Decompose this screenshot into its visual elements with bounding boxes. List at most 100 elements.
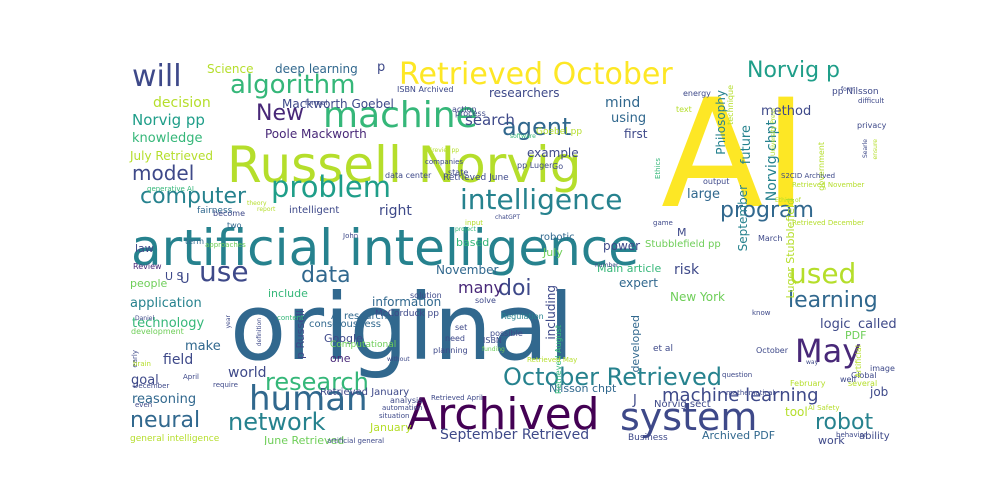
cloud-word: May	[795, 332, 862, 370]
cloud-word: June Retrieved	[264, 434, 345, 445]
cloud-word: artificial general	[327, 437, 385, 445]
word-cloud: original AI artificial intelligence Russ…	[125, 60, 900, 445]
cloud-word: know	[752, 309, 771, 317]
cloud-word: fairness	[197, 206, 233, 216]
cloud-word: technology	[132, 316, 205, 331]
cloud-word: Crevier pp	[428, 147, 460, 154]
cloud-word: research	[265, 368, 369, 396]
cloud-word: Retrieved June	[443, 173, 509, 183]
cloud-word: output	[703, 177, 730, 186]
cloud-word: AI Safety	[808, 404, 840, 412]
cloud-word: U S	[165, 270, 184, 283]
cloud-word: Science	[207, 62, 254, 76]
cloud-word: ability	[859, 431, 890, 442]
cloud-word: consciousness	[309, 319, 382, 330]
cloud-word: analysis	[390, 396, 423, 405]
cloud-word: form	[841, 86, 855, 93]
cloud-word: several	[848, 379, 878, 388]
cloud-word: data center	[385, 171, 432, 180]
cloud-word: AI research	[331, 311, 388, 322]
cloud-word: Review	[133, 262, 162, 271]
cloud-word: power	[603, 239, 641, 253]
cloud-word: brain	[133, 360, 151, 368]
cloud-word: October Retrieved	[503, 363, 722, 391]
cloud-word: machine learning	[662, 385, 819, 406]
cloud-word: algorithm	[230, 70, 356, 100]
cloud-word: work	[818, 434, 845, 445]
cloud-word: method	[761, 104, 812, 119]
cloud-word: data	[301, 263, 351, 288]
cloud-word: definition	[256, 318, 263, 347]
cloud-word: human	[249, 379, 368, 419]
cloud-word: even	[135, 401, 153, 409]
cloud-word: J	[633, 393, 637, 408]
cloud-word: model	[132, 161, 195, 185]
cloud-word: Retrieved May	[527, 356, 578, 364]
cloud-word: original	[230, 274, 574, 381]
cloud-word: difficult	[858, 97, 885, 105]
cloud-word: technique	[726, 85, 735, 125]
cloud-word: November	[436, 263, 499, 277]
cloud-word: doi	[498, 276, 532, 301]
cloud-word: program	[720, 198, 814, 223]
cloud-word: law	[135, 242, 154, 255]
cloud-word: January	[370, 421, 412, 434]
cloud-word: AI	[661, 68, 808, 242]
cloud-word: two	[227, 221, 242, 230]
cloud-word: Google	[324, 332, 363, 345]
cloud-word: search	[465, 111, 515, 129]
cloud-word: researchers	[489, 86, 560, 100]
cloud-word: require	[213, 381, 238, 389]
cloud-word: application	[130, 296, 202, 311]
cloud-word: without	[387, 356, 410, 363]
cloud-word: Norvig p	[747, 60, 841, 83]
cloud-word: well	[840, 375, 856, 384]
cloud-word: need	[445, 334, 465, 343]
cloud-word: state	[448, 168, 469, 177]
cloud-word: generative AI	[147, 185, 194, 193]
cloud-word: robot	[815, 410, 874, 435]
cloud-word: December	[133, 382, 170, 390]
cloud-word: expert	[619, 276, 658, 290]
cloud-word: set	[455, 323, 468, 332]
cloud-word: Daniel	[135, 315, 155, 322]
cloud-word: logic	[820, 317, 851, 332]
cloud-word: pp Nilsson	[832, 87, 879, 97]
cloud-word: Go	[552, 162, 564, 171]
cloud-word: people	[130, 277, 168, 290]
cloud-word: funding	[482, 346, 505, 353]
cloud-word: machine	[323, 95, 478, 136]
cloud-word: pp Luger	[517, 161, 553, 170]
cloud-word: behavior	[836, 431, 867, 439]
cloud-word: PDF	[845, 329, 867, 342]
cloud-word: used	[789, 257, 857, 290]
cloud-word: Stubblefield pp	[645, 239, 721, 250]
cloud-word: privacy	[857, 121, 887, 130]
cloud-word: Artificial	[854, 345, 863, 378]
cloud-word: process	[455, 109, 486, 118]
cloud-word: software	[510, 133, 536, 140]
cloud-word: problem	[271, 170, 391, 204]
cloud-word: right	[379, 203, 412, 219]
cloud-word: Retrieved December	[792, 219, 865, 227]
cloud-word: tool	[785, 405, 808, 419]
cloud-word: learning	[788, 288, 878, 313]
cloud-word: Global	[851, 371, 877, 380]
cloud-word: et al	[653, 344, 673, 354]
cloud-word: based	[456, 236, 490, 249]
cloud-word: include	[268, 287, 308, 300]
cloud-word: year	[225, 315, 232, 329]
cloud-word: New York	[670, 290, 725, 304]
cloud-word: Archived	[407, 389, 600, 440]
cloud-word: Main article	[597, 262, 662, 275]
cloud-word: network	[228, 408, 326, 436]
cloud-word: intelligence	[460, 183, 623, 216]
cloud-word: solution	[410, 291, 442, 300]
cloud-word: Retrieved November	[792, 181, 865, 189]
cloud-word: February	[790, 379, 826, 388]
cloud-word: p	[377, 60, 386, 75]
cloud-word: ensure	[872, 139, 879, 160]
cloud-word: Ethics	[654, 158, 662, 180]
cloud-word: mind	[605, 95, 641, 111]
